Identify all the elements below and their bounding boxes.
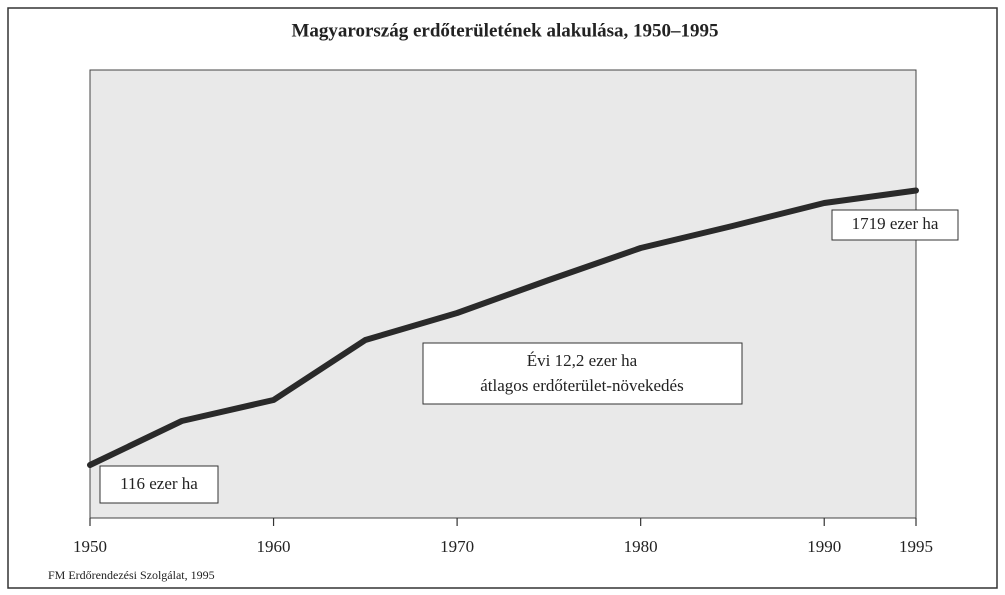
x-tick-label: 1960 bbox=[257, 537, 291, 556]
chart: Magyarország erdőterületének alakulása, … bbox=[0, 0, 1005, 595]
x-tick-label: 1950 bbox=[73, 537, 107, 556]
annotation: 116 ezer ha bbox=[120, 474, 198, 493]
x-tick-label: 1995 bbox=[899, 537, 933, 556]
source: FM Erdőrendezési Szolgálat, 1995 bbox=[48, 568, 215, 582]
x-tick-label: 1980 bbox=[624, 537, 658, 556]
annotation: 1719 ezer ha bbox=[852, 214, 939, 233]
chart-title: Magyarország erdőterületének alakulása, … bbox=[291, 20, 718, 41]
annotation: átlagos erdőterület-növekedés bbox=[480, 376, 683, 395]
x-tick-label: 1970 bbox=[440, 537, 474, 556]
annotation: Évi 12,2 ezer ha bbox=[527, 351, 638, 370]
x-tick-label: 1990 bbox=[807, 537, 841, 556]
